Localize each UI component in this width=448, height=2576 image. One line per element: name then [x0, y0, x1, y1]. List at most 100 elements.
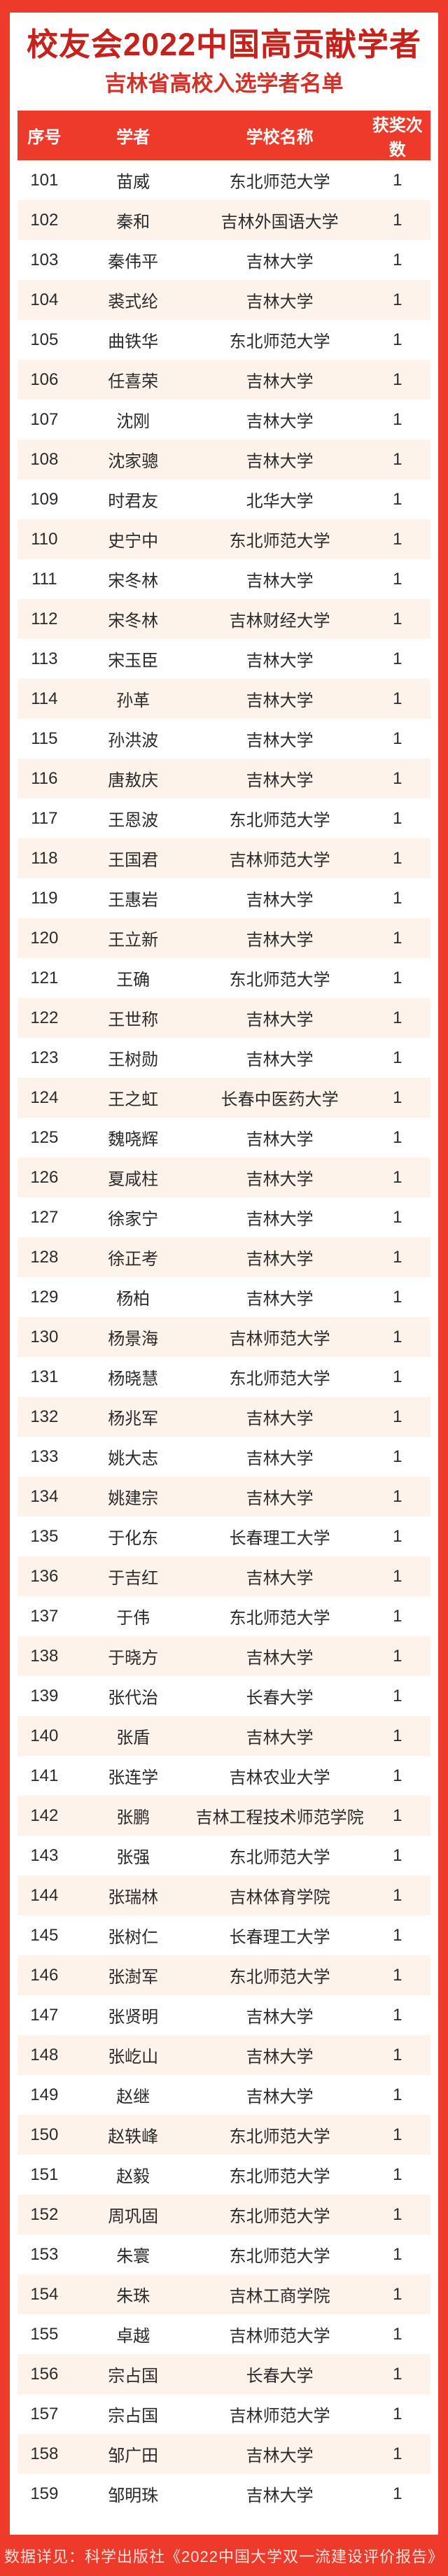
cell-scholar: 秦伟平 — [108, 253, 159, 272]
cell-scholar: 王之虹 — [108, 1090, 159, 1109]
cell-award-count: 1 — [393, 1526, 402, 1546]
cell-rank: 107 — [30, 409, 59, 429]
cell-school: 吉林大学 — [246, 452, 314, 471]
cell-school: 吉林大学 — [246, 1489, 314, 1508]
cell-scholar: 张强 — [116, 1848, 150, 1867]
cell-award-count: 1 — [393, 2364, 402, 2384]
column-header-school: 学校名称 — [246, 128, 314, 147]
cell-award-count: 1 — [393, 2204, 402, 2224]
scholars-table: 序号 学者 学校名称 获奖次数 101 苗威 东北师范大学 1 102 秦和 吉… — [18, 111, 430, 2514]
cell-school: 长春大学 — [246, 1689, 314, 1708]
cell-scholar: 张连学 — [108, 1768, 159, 1787]
cell-rank: 144 — [30, 1885, 59, 1905]
cell-school: 吉林体育学院 — [229, 1888, 330, 1907]
cell-scholar: 姚大志 — [108, 1449, 159, 1468]
cell-school: 吉林大学 — [246, 2008, 314, 2027]
cell-rank: 139 — [30, 1686, 59, 1705]
cell-scholar: 王确 — [116, 971, 150, 990]
cell-rank: 105 — [30, 330, 59, 349]
table-header-row: 序号 学者 学校名称 获奖次数 — [18, 111, 430, 160]
cell-rank: 114 — [31, 689, 58, 708]
table-row: 148 张屹山 吉林大学 1 — [18, 2035, 430, 2075]
cell-school: 东北师范大学 — [229, 2247, 330, 2266]
cell-award-count: 1 — [393, 529, 402, 549]
cell-scholar: 杨晓慧 — [108, 1370, 159, 1388]
cell-rank: 159 — [30, 2484, 59, 2503]
cell-school: 吉林外国语大学 — [220, 213, 339, 232]
table-row: 118 王国君 吉林师范大学 1 — [18, 838, 430, 878]
cell-scholar: 徐正考 — [108, 1250, 159, 1269]
cell-award-count: 1 — [393, 170, 402, 190]
cell-award-count: 1 — [393, 1247, 402, 1267]
table-row: 106 任喜荣 吉林大学 1 — [18, 360, 430, 400]
cell-school: 东北师范大学 — [229, 1370, 330, 1388]
cell-rank: 113 — [31, 649, 58, 668]
table-row: 116 唐敖庆 吉林大学 1 — [18, 759, 430, 798]
cell-rank: 101 — [30, 170, 59, 190]
cell-award-count: 1 — [393, 609, 402, 628]
cell-scholar: 杨柏 — [116, 1290, 150, 1309]
table-row: 149 赵继 吉林大学 1 — [18, 2075, 430, 2115]
cell-scholar: 张盾 — [116, 1729, 150, 1747]
cell-rank: 102 — [30, 210, 59, 230]
cell-school: 吉林大学 — [246, 1409, 314, 1428]
cell-school: 长春大学 — [246, 2367, 314, 2386]
table-row: 114 孙革 吉林大学 1 — [18, 679, 430, 719]
cell-scholar: 苗威 — [116, 173, 150, 192]
table-row: 150 赵轶峰 东北师范大学 1 — [18, 2115, 430, 2155]
cell-award-count: 1 — [393, 729, 402, 748]
cell-scholar: 宋冬林 — [108, 612, 159, 631]
cell-rank: 130 — [30, 1327, 59, 1346]
cell-scholar: 宋玉臣 — [108, 652, 159, 670]
table-row: 151 赵毅 东北师范大学 1 — [18, 2155, 430, 2195]
cell-rank: 124 — [30, 1088, 59, 1107]
cell-award-count: 1 — [393, 1486, 402, 1506]
cell-rank: 118 — [31, 848, 58, 868]
cell-school: 东北师范大学 — [229, 1968, 330, 1987]
cell-school: 长春中医药大学 — [220, 1090, 339, 1109]
cell-scholar: 王树勋 — [108, 1050, 159, 1069]
table-row: 132 杨兆军 吉林大学 1 — [18, 1397, 430, 1437]
cell-rank: 147 — [30, 2005, 59, 2025]
table-row: 135 于化东 长春理工大学 1 — [18, 1516, 430, 1556]
cell-scholar: 秦和 — [116, 213, 150, 232]
table-row: 141 张连学 吉林农业大学 1 — [18, 1756, 430, 1796]
cell-rank: 149 — [30, 2085, 59, 2104]
table-body: 101 苗威 东北师范大学 1 102 秦和 吉林外国语大学 1 103 秦伟平… — [18, 160, 430, 2514]
cell-scholar: 姚建宗 — [108, 1489, 159, 1508]
table-row: 122 王世称 吉林大学 1 — [18, 998, 430, 1038]
table-row: 146 张澍军 东北师范大学 1 — [18, 1955, 430, 1995]
cell-rank: 158 — [30, 2444, 59, 2463]
cell-scholar: 唐敖庆 — [108, 771, 159, 790]
cell-scholar: 张鹏 — [116, 1808, 150, 1827]
table-row: 139 张代治 长春大学 1 — [18, 1676, 430, 1716]
cell-award-count: 1 — [393, 2484, 402, 2503]
table-row: 124 王之虹 长春中医药大学 1 — [18, 1078, 430, 1118]
cell-scholar: 邹明珠 — [108, 2486, 159, 2505]
cell-school: 长春理工大学 — [229, 1928, 330, 1947]
cell-award-count: 1 — [393, 1287, 402, 1307]
cell-award-count: 1 — [393, 649, 402, 668]
cell-scholar: 宋冬林 — [108, 572, 159, 591]
cell-school: 东北师范大学 — [229, 811, 330, 830]
cell-school: 东北师范大学 — [229, 173, 330, 192]
cell-scholar: 王国君 — [108, 851, 159, 870]
table-row: 120 王立新 吉林大学 1 — [18, 918, 430, 958]
cell-scholar: 于伟 — [116, 1609, 150, 1628]
cell-award-count: 1 — [393, 1566, 402, 1586]
cell-rank: 122 — [30, 1008, 59, 1027]
cell-school: 吉林大学 — [246, 771, 314, 790]
cell-rank: 155 — [30, 2324, 59, 2344]
cell-school: 吉林大学 — [246, 1210, 314, 1229]
cell-award-count: 1 — [393, 1048, 402, 1067]
cell-rank: 133 — [30, 1447, 59, 1466]
content-card: 校友会2022中国高贡献学者 吉林省高校入选学者名单 序号 学者 学校名称 获奖… — [10, 13, 438, 2535]
cell-rank: 140 — [30, 1726, 59, 1745]
cell-award-count: 1 — [393, 2404, 402, 2423]
cell-scholar: 张澍军 — [108, 1968, 159, 1987]
table-row: 121 王确 东北师范大学 1 — [18, 958, 430, 998]
cell-rank: 125 — [30, 1127, 59, 1147]
cell-rank: 132 — [30, 1407, 59, 1426]
cell-rank: 112 — [31, 609, 58, 628]
